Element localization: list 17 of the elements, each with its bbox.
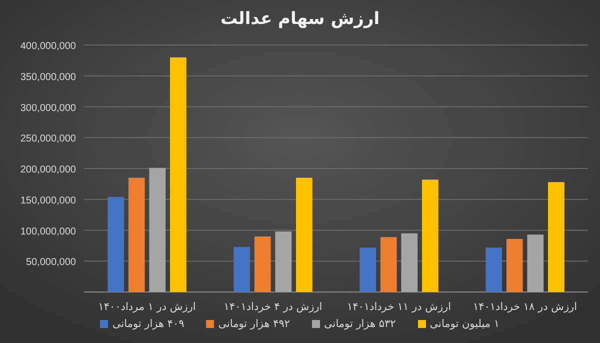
y-tick-label: 400,000,000: [20, 41, 76, 52]
x-tick-label: ارزش در ۱ مرداد۱۴۰۰: [98, 301, 196, 313]
legend-item: ۴۰۹ هزار تومانی: [100, 318, 184, 330]
x-tick-label: ارزش در ۱۱ خرداد۱۴۰۱: [346, 301, 452, 313]
chart-title: ارزش سهام عدالت: [220, 9, 380, 29]
legend-item: ۴۹۲ هزار تومانی: [206, 318, 290, 330]
y-tick-label: 200,000,000: [20, 164, 76, 176]
x-tick-label: ارزش در ۱۸ خرداد۱۴۰۱: [472, 301, 578, 313]
y-tick-label: 300,000,000: [20, 102, 76, 114]
y-tick-label: 100,000,000: [20, 226, 76, 238]
y-tick-label: 350,000,000: [20, 72, 76, 83]
x-tick-label: ارزش در ۴ خرداد۱۴۰۱: [224, 301, 322, 313]
legend-item: ۱ میلیون تومانی: [418, 318, 500, 330]
y-tick-label: 50,000,000: [26, 257, 76, 268]
y-tick-label: 150,000,000: [20, 195, 76, 206]
legend-item: ۵۳۲ هزار تومانی: [312, 318, 396, 330]
y-tick-label: 250,000,000: [20, 134, 76, 145]
